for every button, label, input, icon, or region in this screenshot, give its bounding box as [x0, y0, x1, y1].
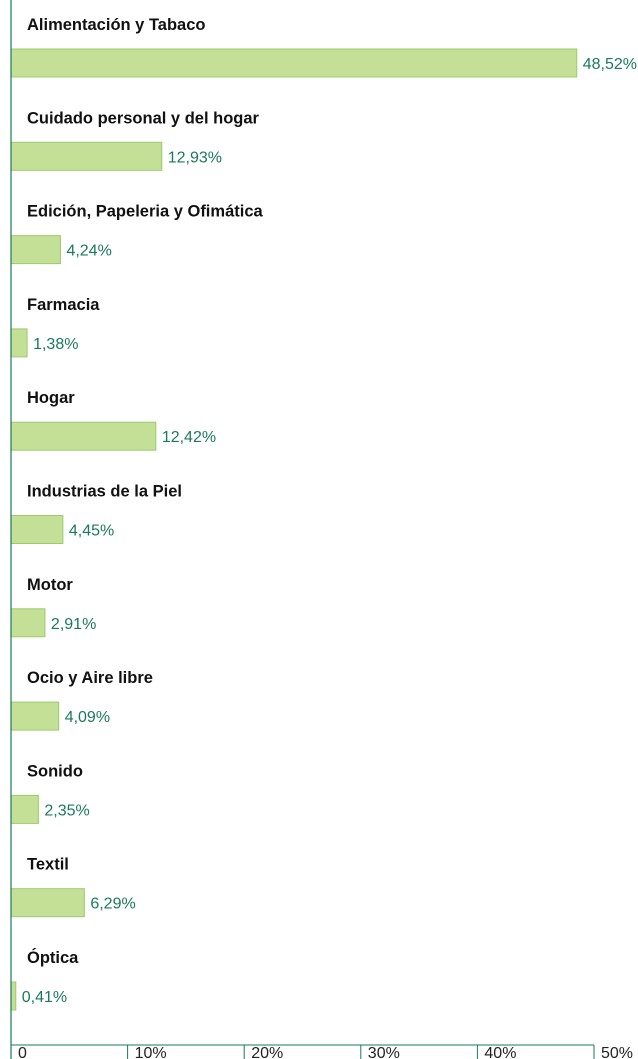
bar-group: Industrias de la Piel 4,45%: [10, 483, 182, 544]
bar-group: Textil 6,29%: [10, 856, 136, 918]
bar: [10, 235, 61, 265]
value-label: 4,45%: [69, 523, 114, 540]
category-label: Hogar: [27, 389, 75, 407]
value-label: 4,09%: [65, 709, 110, 726]
bar: [10, 141, 163, 171]
value-label: 12,93%: [168, 149, 222, 166]
x-tick-label: 0: [18, 1045, 27, 1059]
value-label: 2,91%: [51, 616, 96, 633]
bar: [10, 48, 578, 78]
bar: [10, 701, 60, 731]
bar-group: Motor 2,91%: [10, 576, 96, 638]
x-tick-label: 40%: [484, 1045, 516, 1059]
category-label: Industrias de la Piel: [27, 483, 182, 501]
category-label: Motor: [27, 576, 73, 594]
bar-group: Hogar 12,42%: [10, 389, 216, 451]
bar-group: Edición, Papeleria y Ofimática 4,24%: [10, 203, 263, 265]
x-tick-label: 50%: [601, 1045, 633, 1059]
category-label: Ocio y Aire libre: [27, 669, 153, 687]
category-label: Cuidado personal y del hogar: [27, 109, 260, 127]
category-label: Óptica: [27, 948, 79, 967]
bar: [10, 421, 157, 451]
value-label: 48,52%: [583, 56, 637, 73]
bar-group: Óptica 0,41%: [10, 948, 79, 1011]
category-label: Alimentación y Tabaco: [27, 16, 206, 34]
bar: [10, 608, 46, 638]
value-label: 2,35%: [44, 802, 89, 819]
bar: [10, 888, 85, 918]
bar: [10, 515, 64, 544]
x-tick-label: 10%: [135, 1045, 167, 1059]
value-label: 12,42%: [162, 429, 216, 446]
bar-group: Alimentación y Tabaco 48,52%: [10, 16, 637, 78]
bar-group: Cuidado personal y del hogar 12,93%: [10, 109, 260, 171]
bar-group: Ocio y Aire libre 4,09%: [10, 669, 153, 731]
x-axis: 0 10% 20% 30% 40% 50%: [10, 0, 633, 1059]
bar: [10, 981, 17, 1011]
value-label: 4,24%: [66, 243, 111, 260]
category-label: Textil: [27, 856, 69, 874]
x-tick-label: 30%: [368, 1045, 400, 1059]
category-label: Farmacia: [27, 296, 100, 314]
bar-group: Farmacia 1,38%: [10, 296, 100, 358]
value-label: 0,41%: [22, 989, 67, 1006]
value-label: 6,29%: [90, 896, 135, 913]
bars-layer: Alimentación y Tabaco 48,52% Cuidado perso…: [10, 16, 637, 1011]
bar: [10, 328, 28, 358]
bar-group: Sonido 2,35%: [10, 762, 90, 824]
category-label: Edición, Papeleria y Ofimática: [27, 203, 263, 221]
category-label: Sonido: [27, 762, 83, 780]
bar: [10, 794, 39, 824]
value-label: 1,38%: [33, 336, 78, 353]
x-tick-label: 20%: [251, 1045, 283, 1059]
